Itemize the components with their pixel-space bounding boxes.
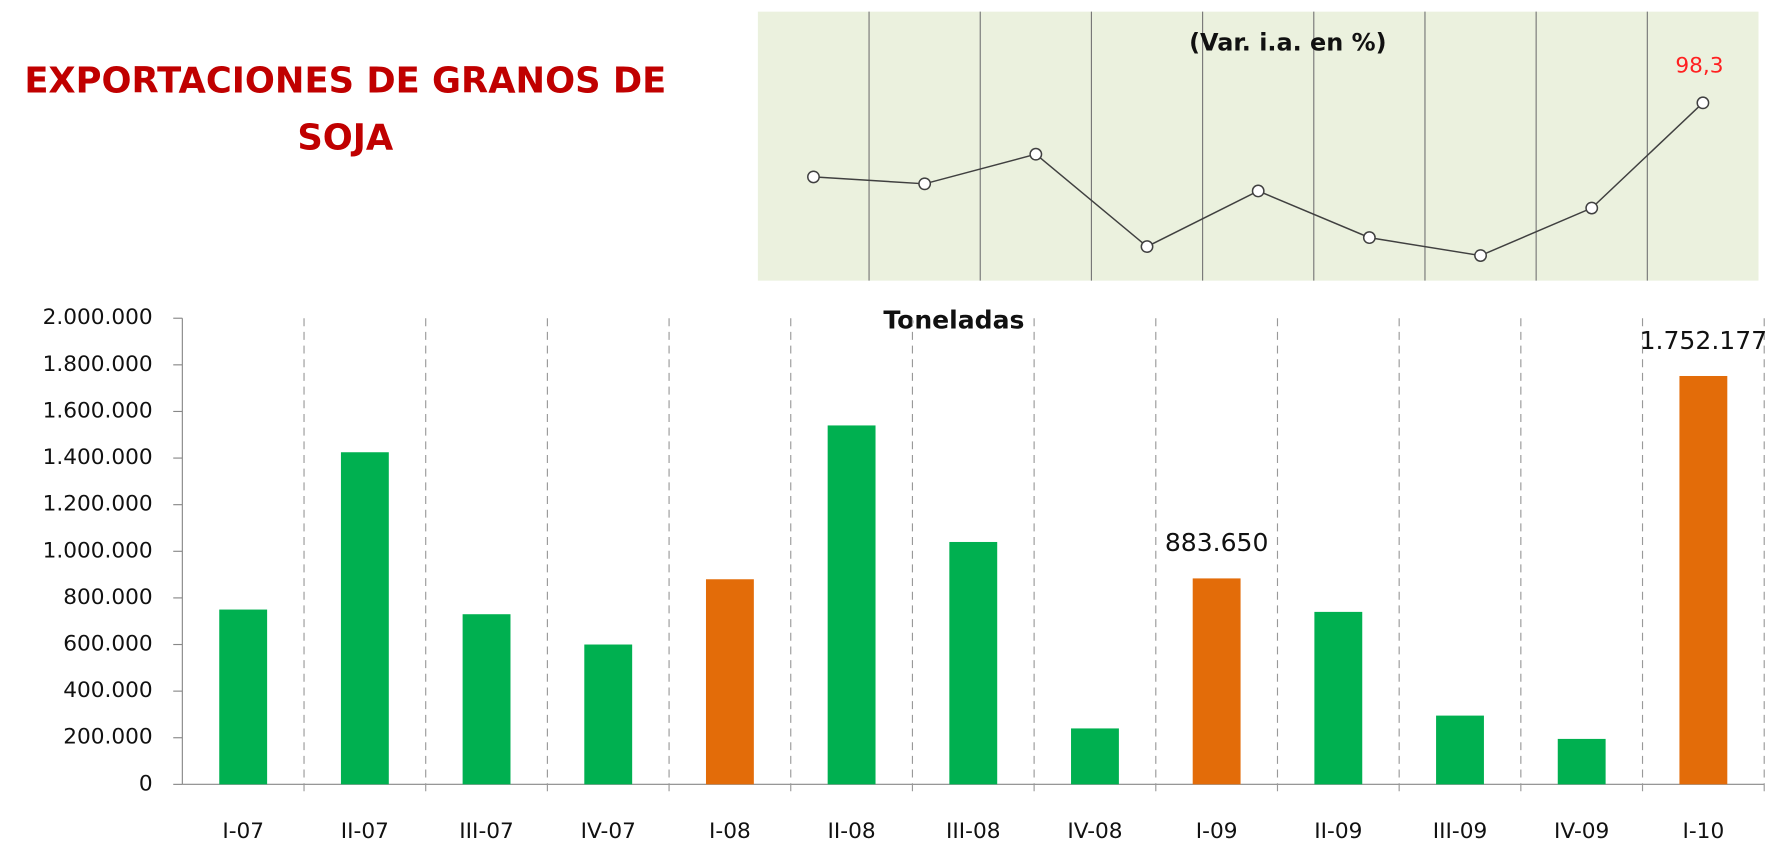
x-tick-label: I-10 xyxy=(1682,819,1724,844)
bar xyxy=(1557,738,1606,785)
inset-background xyxy=(757,11,1759,281)
y-axis-label: Toneladas xyxy=(883,306,1024,335)
y-tick-label: 200.000 xyxy=(63,725,153,750)
value-label: 883.650 xyxy=(1165,528,1269,557)
x-tick-label: I-08 xyxy=(709,819,751,844)
y-tick-label: 600.000 xyxy=(63,632,153,657)
y-tick-label: 2.000.000 xyxy=(43,305,153,330)
bar xyxy=(705,579,754,785)
y-tick-label: 1.200.000 xyxy=(43,492,153,517)
bar xyxy=(1192,578,1241,785)
bar xyxy=(462,614,511,785)
x-tick-label: II-09 xyxy=(1314,819,1362,844)
bar xyxy=(1436,715,1484,785)
bar xyxy=(1071,728,1119,785)
y-tick-label: 1.000.000 xyxy=(43,538,153,563)
point xyxy=(1696,96,1710,110)
bar xyxy=(949,541,998,785)
y-tick-label: 800.000 xyxy=(63,585,153,610)
bar xyxy=(584,644,633,785)
point xyxy=(1029,147,1043,161)
x-tick-label: II-08 xyxy=(828,819,876,844)
bar xyxy=(340,452,389,785)
point xyxy=(1251,184,1265,198)
chart-title-line: SOJA xyxy=(297,117,394,158)
y-tick-label: 400.000 xyxy=(63,678,153,703)
point xyxy=(1140,240,1154,254)
bar xyxy=(219,609,268,785)
chart-title: EXPORTACIONES DE GRANOS DE SOJA xyxy=(24,60,666,158)
y-tick-label: 1.600.000 xyxy=(43,398,153,423)
x-tick-label: III-09 xyxy=(1433,819,1488,844)
bar xyxy=(1314,611,1363,785)
bar xyxy=(1679,375,1728,785)
x-tick-label: IV-07 xyxy=(581,819,636,844)
x-tick-label: II-07 xyxy=(341,819,389,844)
x-tick-label: IV-08 xyxy=(1067,819,1122,844)
point xyxy=(1585,201,1599,215)
x-tick-label: III-07 xyxy=(459,819,514,844)
value-label: 1.752.177 xyxy=(1640,326,1768,355)
x-tick-label: IV-09 xyxy=(1554,819,1609,844)
x-tick-label: I-07 xyxy=(222,819,264,844)
x-tick-label: I-09 xyxy=(1196,819,1238,844)
point xyxy=(918,177,932,191)
point xyxy=(1362,231,1376,245)
inset-title: (Var. i.a. en %) xyxy=(1189,29,1386,57)
y-tick-label: 0 xyxy=(139,771,153,796)
chart-title-line: EXPORTACIONES DE GRANOS DE xyxy=(24,60,666,101)
value-label: 98,3 xyxy=(1675,53,1723,78)
point xyxy=(807,170,820,184)
y-tick-label: 1.800.000 xyxy=(43,352,153,377)
x-tick-label: III-08 xyxy=(946,819,1001,844)
point xyxy=(1474,249,1487,262)
bar xyxy=(827,425,876,785)
y-tick-label: 1.400.000 xyxy=(43,445,153,470)
